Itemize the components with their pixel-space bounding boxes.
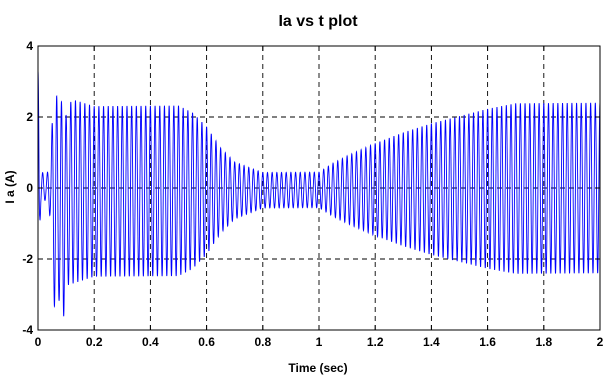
x-tick-label: 0.8: [254, 335, 271, 349]
x-tick-label: 0.2: [86, 335, 103, 349]
y-tick-labels: -4 -2 0 2 4: [22, 39, 33, 337]
x-tick-label: 1.6: [479, 335, 496, 349]
x-tick-label: 1.4: [423, 335, 440, 349]
y-tick-label: 2: [26, 110, 33, 124]
x-tick-label: 1.8: [535, 335, 552, 349]
y-axis-label: I a (A): [3, 170, 17, 203]
x-tick-labels: 0 0.2 0.4 0.6 0.8 1 1.2 1.4 1.6 1.8 2: [35, 335, 604, 349]
x-axis-label: Time (sec): [288, 361, 347, 375]
y-tick-label: -2: [22, 252, 33, 266]
series-line: [37, 70, 601, 317]
x-tick-label: 0.4: [142, 335, 159, 349]
x-tick-label: 1.2: [367, 335, 384, 349]
grid-lines: [38, 46, 600, 330]
series-layer: [37, 70, 601, 317]
x-tick-label: 0: [35, 335, 42, 349]
x-tick-label: 2: [597, 335, 604, 349]
y-tick-label: 4: [26, 39, 33, 53]
x-tick-label: 1: [316, 335, 323, 349]
y-tick-label: 0: [26, 181, 33, 195]
chart-title: Ia vs t plot: [278, 13, 358, 30]
x-tick-label: 0.6: [198, 335, 215, 349]
y-tick-label: -4: [22, 323, 33, 337]
axes-frame: [37, 45, 601, 331]
